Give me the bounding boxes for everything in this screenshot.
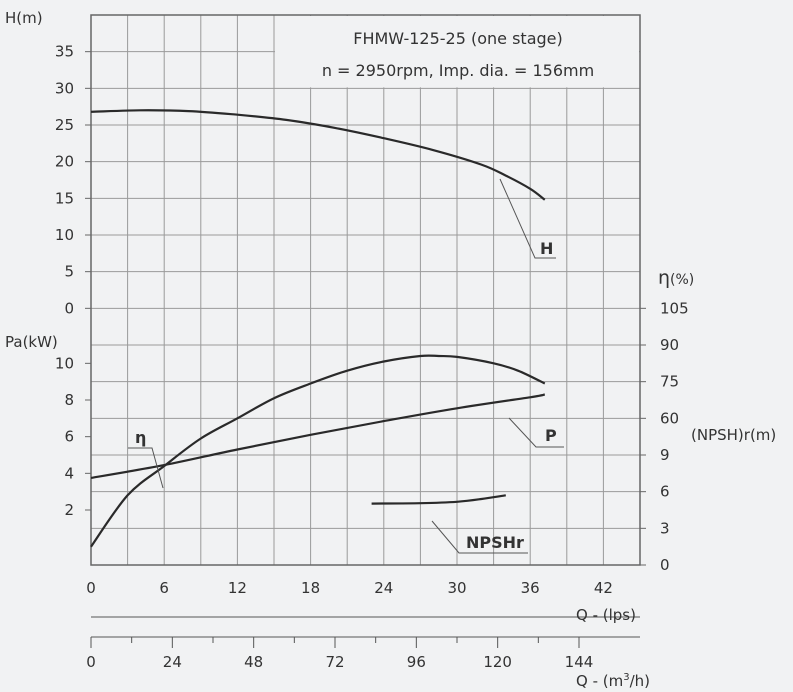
power-axis-label: Pa(kW) [5,333,58,351]
head-curve-label: H [540,239,553,258]
efficiency-tick-label: 75 [660,373,679,391]
head-leader-line [499,178,556,259]
flow-lps-tick-label: 12 [228,579,247,597]
power-curve-label: P [545,426,557,445]
head-tick-label: 30 [55,79,74,97]
axis-frames [90,14,641,638]
head-tick-label: 5 [64,263,74,281]
npsh-tick-label: 9 [660,446,670,464]
npsh-tick-label: 0 [660,556,670,574]
title-box [275,16,639,88]
npsh-axis-label: (NPSH)r(m) [691,426,776,444]
flow-m3h-tick-label: 24 [163,653,182,671]
power-tick-label: 2 [64,501,74,519]
power-axis-ticks: 2 4 6 8 10 [55,354,91,519]
flow-m3h-tick-label: 48 [244,653,263,671]
flow-lps-axis-label: Q - (lps) [576,606,636,624]
curve-labels: Hη P NPSHr [128,178,564,554]
grid [90,14,641,566]
efficiency-tick-label: 105 [660,299,689,317]
head-curve [90,109,546,201]
npsh-tick-label: 3 [660,519,670,537]
power-tick-label: 10 [55,354,74,372]
flow-m3h-axis-label: Q - (m3/h) [576,672,650,690]
head-tick-label: 35 [55,43,74,61]
efficiency-axis-ticks: 60 75 90 105 [640,299,689,427]
head-tick-label: 10 [55,226,74,244]
curves [90,109,546,548]
efficiency-axis-label: η(%) [658,267,694,289]
flow-m3h-tick-label: 0 [86,653,96,671]
flow-m3h-tick-label: 144 [565,653,594,671]
efficiency-curve [90,354,546,548]
chart-title-conditions: n = 2950rpm, Imp. dia. = 156mm [322,61,594,80]
npsh-tick-label: 6 [660,483,670,501]
efficiency-curve-label: η [135,428,146,447]
flow-lps-tick-label: 30 [447,579,466,597]
head-axis-ticks: 0 5 10 15 20 25 30 35 [55,43,91,317]
flow-lps-tick-label: 0 [86,579,96,597]
head-tick-label: 15 [55,189,74,207]
efficiency-tick-label: 90 [660,336,679,354]
flow-m3h-tick-label: 96 [407,653,426,671]
flow-m3h-tick-label: 120 [483,653,512,671]
power-tick-label: 8 [64,391,74,409]
chart-title-model: FHMW-125-25 (one stage) [353,29,563,48]
npsh-axis-ticks: 0 3 6 9 [640,446,670,574]
flow-lps-tick-label: 6 [159,579,169,597]
npsh-curve-label: NPSHr [466,533,524,552]
flow-lps-tick-label: 42 [594,579,613,597]
efficiency-tick-label: 60 [660,409,679,427]
npsh-leader-line [431,520,528,554]
head-tick-label: 0 [64,299,74,317]
flow-m3h-axis-ticks: 0 24 48 72 96 120 144 [86,637,593,671]
flow-lps-tick-label: 24 [374,579,393,597]
plot-frame [90,14,641,566]
efficiency-leader-line [128,447,164,489]
head-tick-label: 20 [55,153,74,171]
flow-lps-axis-ticks: 0 6 12 18 24 30 36 42 [86,579,613,597]
power-leader-line [508,417,564,448]
head-tick-label: 25 [55,116,74,134]
power-tick-label: 4 [64,464,74,482]
flow-lps-tick-label: 18 [301,579,320,597]
power-curve [90,393,546,479]
flow-m3h-tick-label: 72 [325,653,344,671]
npsh-curve [371,494,506,505]
flow-lps-tick-label: 36 [521,579,540,597]
head-axis-label: H(m) [5,9,43,27]
power-tick-label: 6 [64,428,74,446]
